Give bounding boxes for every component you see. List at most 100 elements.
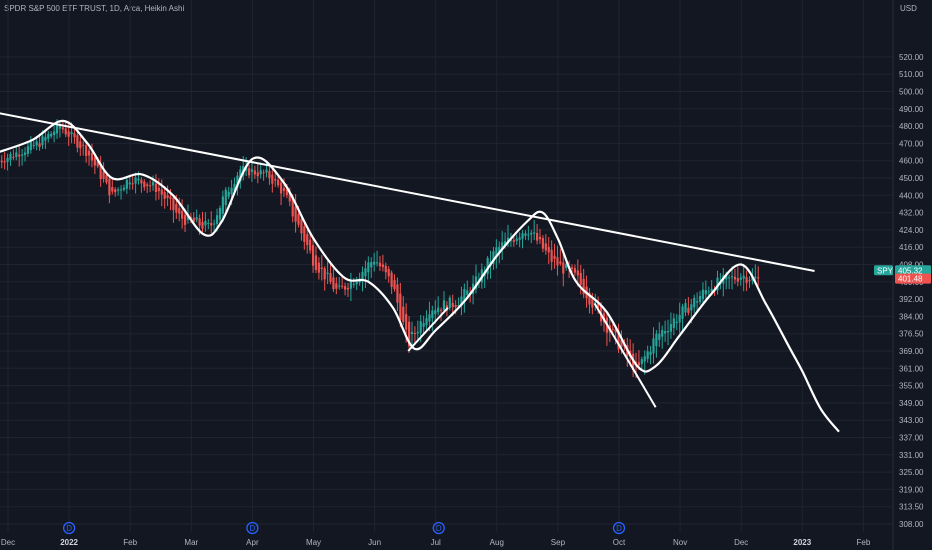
candle-down	[544, 243, 547, 251]
candle-up	[23, 152, 27, 156]
y-tick-label: 361.00	[899, 364, 924, 373]
symbol-tag-box	[874, 265, 893, 276]
candle-up	[21, 154, 24, 156]
candle-up	[707, 291, 710, 293]
candle-down	[285, 189, 288, 196]
candle-down	[274, 179, 277, 181]
candle-up	[495, 247, 498, 258]
candle-up	[29, 141, 32, 151]
candle-up	[119, 189, 123, 191]
candle-down	[748, 280, 751, 282]
drawings[interactable]	[0, 112, 840, 433]
candle-down	[314, 255, 318, 270]
candle-down	[390, 272, 393, 287]
candle-up	[503, 241, 507, 246]
candle-down	[329, 273, 332, 282]
y-tick-label: 470.00	[899, 139, 924, 148]
candle-down	[192, 217, 195, 222]
dividend-label: D	[436, 524, 442, 533]
y-tick-label: 520.00	[899, 53, 924, 62]
candles[interactable]	[0, 119, 760, 379]
candle-up	[419, 321, 422, 333]
candle-down	[393, 279, 396, 290]
candle-up	[698, 296, 702, 302]
wave-projection-curve	[0, 119, 840, 433]
candle-up	[195, 217, 198, 220]
candle-down	[198, 218, 201, 226]
x-tick-label: 2022	[60, 538, 78, 547]
candle-up	[213, 223, 216, 225]
candle-up	[486, 258, 489, 274]
dividend-label: D	[250, 524, 256, 533]
candle-up	[117, 189, 120, 191]
candle-down	[541, 238, 545, 249]
candle-down	[573, 268, 577, 273]
candle-down	[614, 329, 617, 333]
y-tick-label: 500.00	[899, 88, 924, 97]
y-tick-label: 440.00	[899, 191, 924, 200]
resistance-trendline	[0, 112, 815, 272]
candle-up	[128, 182, 131, 185]
candle-down	[271, 174, 274, 184]
candle-down	[454, 305, 457, 308]
candle-down	[102, 171, 105, 179]
dividend-event-marker[interactable]: D	[612, 521, 626, 535]
candle-down	[579, 272, 582, 285]
x-tick-label: Aug	[490, 538, 504, 547]
candle-up	[26, 146, 30, 154]
candle-up	[349, 280, 352, 289]
price-tag-value: 405.32	[898, 266, 923, 275]
candle-down	[332, 277, 335, 290]
candle-up	[352, 283, 355, 285]
candle-up	[70, 132, 73, 135]
candle-down	[399, 293, 402, 320]
candle-up	[524, 233, 527, 236]
dividend-event-marker[interactable]: D	[432, 521, 445, 535]
candle-up	[355, 280, 358, 285]
x-tick-label: Jul	[431, 538, 441, 547]
dividend-event-marker[interactable]: D	[62, 521, 76, 535]
candle-down	[108, 178, 111, 196]
y-tick-label: 408.00	[899, 261, 924, 270]
x-tick-label: Dec	[734, 538, 748, 547]
candle-up	[250, 169, 254, 172]
price-tags: 405.3201:45:55SPY401.48	[874, 265, 931, 284]
candle-up	[32, 145, 35, 147]
candle-up	[754, 276, 757, 279]
y-tick-label: 490.00	[899, 105, 924, 114]
candle-up	[669, 324, 673, 332]
candle-down	[18, 154, 21, 157]
candle-down	[172, 197, 175, 211]
candle-up	[373, 261, 376, 265]
candle-up	[652, 338, 655, 354]
y-tick-label: 319.00	[899, 485, 924, 494]
candle-down	[262, 172, 265, 174]
currency-label: USD	[900, 4, 917, 13]
candle-up	[265, 169, 268, 173]
candle-up	[518, 237, 521, 240]
candle-up	[122, 187, 126, 190]
dividend-label: D	[66, 524, 72, 533]
candle-down	[736, 278, 739, 282]
x-tick-label: 2023	[793, 538, 811, 547]
candle-up	[460, 296, 463, 306]
candle-up	[422, 323, 425, 327]
candle-up	[521, 233, 524, 239]
candle-down	[61, 127, 64, 130]
candle-up	[710, 288, 713, 292]
candle-down	[576, 270, 579, 276]
candle-up	[425, 318, 428, 326]
candle-down	[745, 277, 748, 283]
candle-down	[317, 262, 320, 273]
candle-up	[370, 262, 373, 268]
candle-up	[431, 310, 434, 318]
candle-up	[434, 310, 437, 315]
candle-up	[58, 126, 62, 129]
y-tick-label: 384.00	[899, 312, 924, 321]
candle-down	[73, 133, 76, 138]
dividend-event-marker[interactable]: D	[246, 521, 259, 535]
y-tick-label: 432.00	[899, 209, 924, 218]
